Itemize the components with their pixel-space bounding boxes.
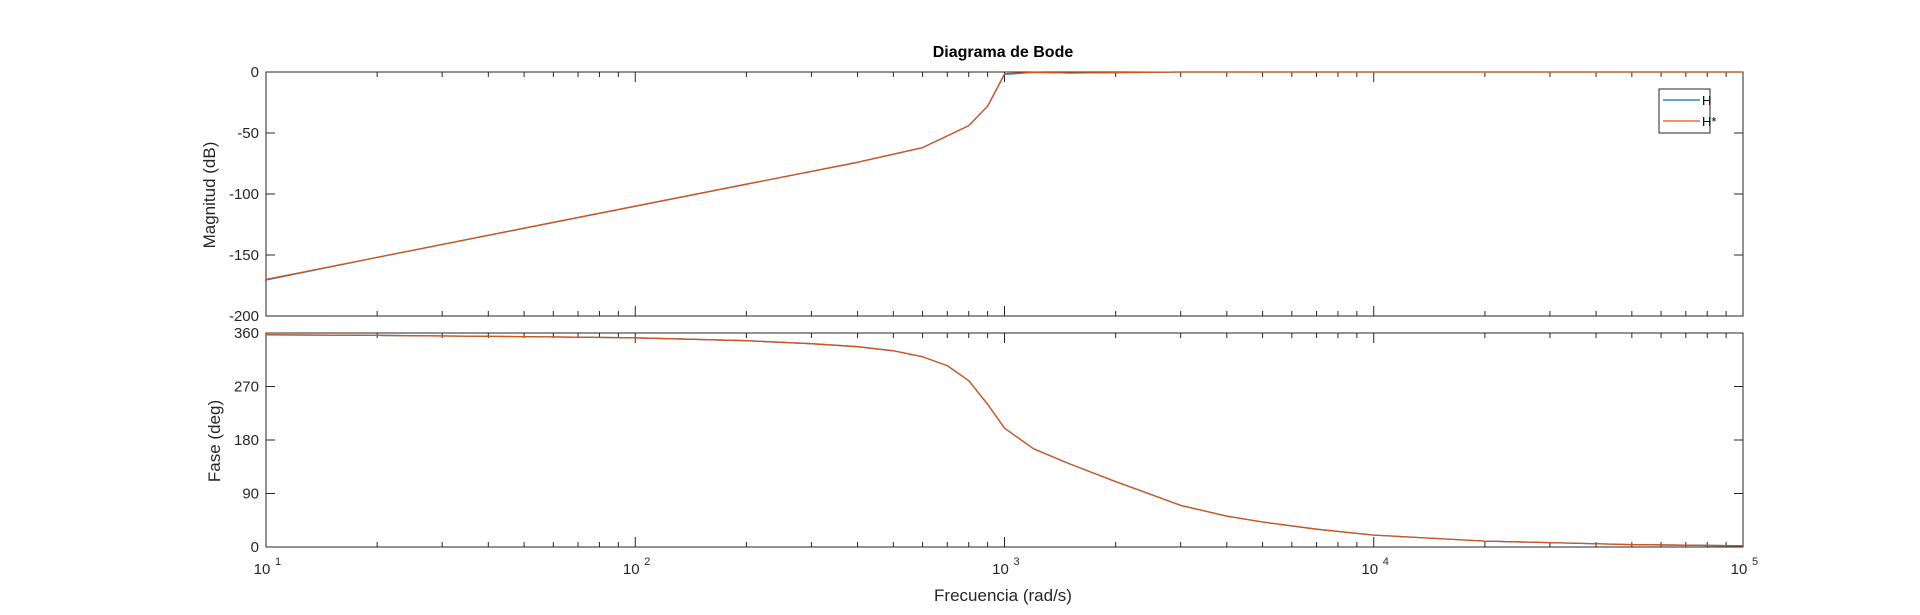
legend-label-h: H — [1702, 93, 1711, 108]
x-tick-label: 10 — [992, 561, 1009, 578]
y-tick-label: -200 — [229, 308, 259, 325]
x-tick-exponent: 2 — [644, 556, 650, 568]
y-tick-label: -150 — [229, 247, 259, 264]
y-tick-label: 270 — [234, 379, 259, 396]
phase-y-axis-label: Fase (deg) — [205, 400, 224, 482]
y-tick-label: 90 — [242, 486, 259, 503]
y-tick-label: -100 — [229, 186, 259, 203]
magnitude-plot: 0 -50 -100 -150 -200 — [229, 64, 1744, 325]
axes-box — [265, 332, 1744, 548]
x-tick-labels: 10 1 10 2 10 3 10 4 10 5 — [254, 556, 1758, 578]
x-tick-label: 10 — [1731, 561, 1748, 578]
x-tick-exponent: 4 — [1383, 556, 1389, 568]
x-tick-exponent: 1 — [275, 556, 281, 568]
series-line-h-star — [265, 71, 1743, 281]
x-tick-label: 10 — [623, 561, 640, 578]
x-tick-exponent: 5 — [1752, 556, 1758, 568]
x-tick-exponent: 3 — [1013, 556, 1019, 568]
phase-plot: 0 90 180 270 360 — [234, 325, 1744, 556]
magnitude-y-axis-label: Magnitud (dB) — [200, 142, 219, 249]
legend: H H* — [1658, 88, 1716, 134]
x-tick-label: 10 — [254, 561, 271, 578]
chart-title: Diagrama de Bode — [933, 44, 1074, 61]
y-tick-label: 0 — [251, 64, 259, 81]
axes-box — [265, 71, 1744, 317]
x-tick-label: 10 — [1361, 561, 1378, 578]
y-tick-label: -50 — [237, 125, 259, 142]
y-tick-label: 0 — [251, 539, 259, 556]
y-tick-label: 360 — [234, 325, 259, 342]
x-axis-label: Frecuencia (rad/s) — [934, 586, 1072, 605]
series-line-h-star — [265, 334, 1744, 547]
legend-label-h-star: H* — [1702, 114, 1716, 129]
y-tick-label: 180 — [234, 432, 259, 449]
